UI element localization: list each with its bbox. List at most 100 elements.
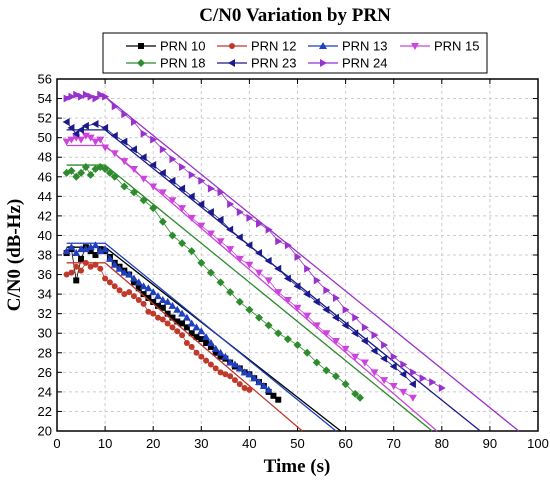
legend-label: PRN 24 xyxy=(342,56,388,71)
series-prn-24 xyxy=(63,90,520,432)
legend-label: PRN 15 xyxy=(434,39,480,54)
y-axis-label: C/N0 (dB-Hz) xyxy=(4,199,25,311)
x-tick-label: 60 xyxy=(338,436,352,451)
data-point-prn-24 xyxy=(97,90,105,99)
data-point-prn-10 xyxy=(87,248,94,255)
data-point-prn-18 xyxy=(129,188,138,197)
data-point-prn-24 xyxy=(342,305,350,314)
data-point-prn-15 xyxy=(158,189,167,197)
data-point-prn-23 xyxy=(91,119,99,128)
data-point-prn-13 xyxy=(173,305,182,313)
data-point-prn-23 xyxy=(168,176,176,185)
data-point-prn-13 xyxy=(134,278,143,286)
data-point-prn-13 xyxy=(110,260,119,268)
data-point-prn-12 xyxy=(102,275,109,282)
data-point-prn-23 xyxy=(67,123,75,132)
data-point-prn-13 xyxy=(178,309,187,317)
data-point-prn-13 xyxy=(125,270,134,278)
x-axis-label: Time (s) xyxy=(264,456,331,477)
data-point-prn-12 xyxy=(217,369,224,376)
data-point-prn-13 xyxy=(221,352,230,360)
y-tick-label: 42 xyxy=(38,208,52,223)
data-point-prn-18 xyxy=(72,172,81,181)
data-point-prn-15 xyxy=(216,238,225,246)
data-point-prn-15 xyxy=(206,230,215,238)
series-prn-15 xyxy=(62,132,438,432)
data-point-prn-12 xyxy=(174,328,181,335)
data-point-prn-18 xyxy=(120,182,129,191)
legend-label: PRN 23 xyxy=(251,56,297,71)
data-point-prn-12 xyxy=(203,357,210,364)
data-point-prn-23 xyxy=(245,241,253,250)
data-point-prn-24 xyxy=(390,352,398,361)
legend-item-prn-12: PRN 12 xyxy=(217,39,297,54)
data-point-prn-23 xyxy=(408,380,416,389)
data-point-prn-15 xyxy=(389,383,398,391)
data-point-prn-24 xyxy=(284,241,292,250)
y-tick-label: 46 xyxy=(38,169,52,184)
data-point-prn-10 xyxy=(198,336,205,343)
data-point-prn-23 xyxy=(149,161,157,170)
legend-marker xyxy=(228,59,235,67)
data-point-prn-15 xyxy=(110,150,119,158)
data-point-prn-18 xyxy=(216,278,225,287)
data-point-prn-18 xyxy=(274,329,283,338)
data-point-prn-10 xyxy=(164,310,171,317)
data-point-prn-15 xyxy=(360,359,369,367)
data-point-prn-13 xyxy=(144,284,153,292)
data-point-prn-24 xyxy=(102,92,110,101)
series-group xyxy=(62,90,520,432)
data-point-prn-15 xyxy=(264,277,273,285)
data-point-prn-10 xyxy=(150,298,157,305)
data-point-prn-23 xyxy=(62,118,70,127)
data-point-prn-23 xyxy=(255,249,263,258)
data-point-prn-23 xyxy=(235,233,243,242)
series-prn-12 xyxy=(63,259,303,432)
x-tick-label: 30 xyxy=(194,436,208,451)
data-point-prn-18 xyxy=(67,166,76,175)
data-point-prn-10 xyxy=(155,302,162,309)
data-point-prn-12 xyxy=(159,316,166,323)
y-tick-label: 34 xyxy=(38,287,52,302)
data-point-prn-18 xyxy=(187,247,196,256)
legend-marker xyxy=(319,42,327,49)
data-point-prn-10 xyxy=(145,295,152,302)
y-tick-label: 48 xyxy=(38,150,52,165)
data-point-prn-23 xyxy=(101,123,109,132)
data-point-prn-24 xyxy=(188,170,196,179)
data-point-prn-23 xyxy=(293,282,301,291)
data-point-prn-12 xyxy=(106,279,113,286)
y-tick-label: 54 xyxy=(38,91,52,106)
data-point-prn-10 xyxy=(179,320,186,327)
data-point-prn-10 xyxy=(140,291,147,298)
data-point-prn-18 xyxy=(110,172,119,181)
legend-marker xyxy=(411,43,419,50)
data-point-prn-23 xyxy=(389,362,397,371)
data-point-prn-13 xyxy=(158,295,167,303)
data-point-prn-23 xyxy=(312,297,320,306)
data-point-prn-18 xyxy=(303,348,312,357)
data-point-prn-18 xyxy=(197,258,206,267)
data-point-prn-18 xyxy=(235,297,244,306)
data-point-prn-23 xyxy=(81,121,89,130)
data-point-prn-24 xyxy=(73,90,81,99)
data-point-prn-23 xyxy=(351,329,359,338)
data-point-prn-12 xyxy=(116,287,123,294)
data-point-prn-24 xyxy=(121,110,129,119)
data-point-prn-12 xyxy=(155,314,162,321)
data-point-prn-24 xyxy=(207,184,215,193)
legend-item-prn-18: PRN 18 xyxy=(126,56,206,71)
data-point-prn-13 xyxy=(149,288,158,296)
data-point-prn-23 xyxy=(110,131,118,140)
data-point-prn-13 xyxy=(192,323,201,331)
data-point-prn-15 xyxy=(255,269,264,277)
data-point-prn-18 xyxy=(178,239,187,248)
data-point-prn-10 xyxy=(92,252,99,258)
data-point-prn-23 xyxy=(77,125,85,134)
data-point-prn-18 xyxy=(168,231,177,240)
data-point-prn-15 xyxy=(81,132,90,140)
x-tick-label: 50 xyxy=(290,436,304,451)
data-point-prn-13 xyxy=(202,333,211,341)
fit-line-prn-13 xyxy=(66,242,337,432)
